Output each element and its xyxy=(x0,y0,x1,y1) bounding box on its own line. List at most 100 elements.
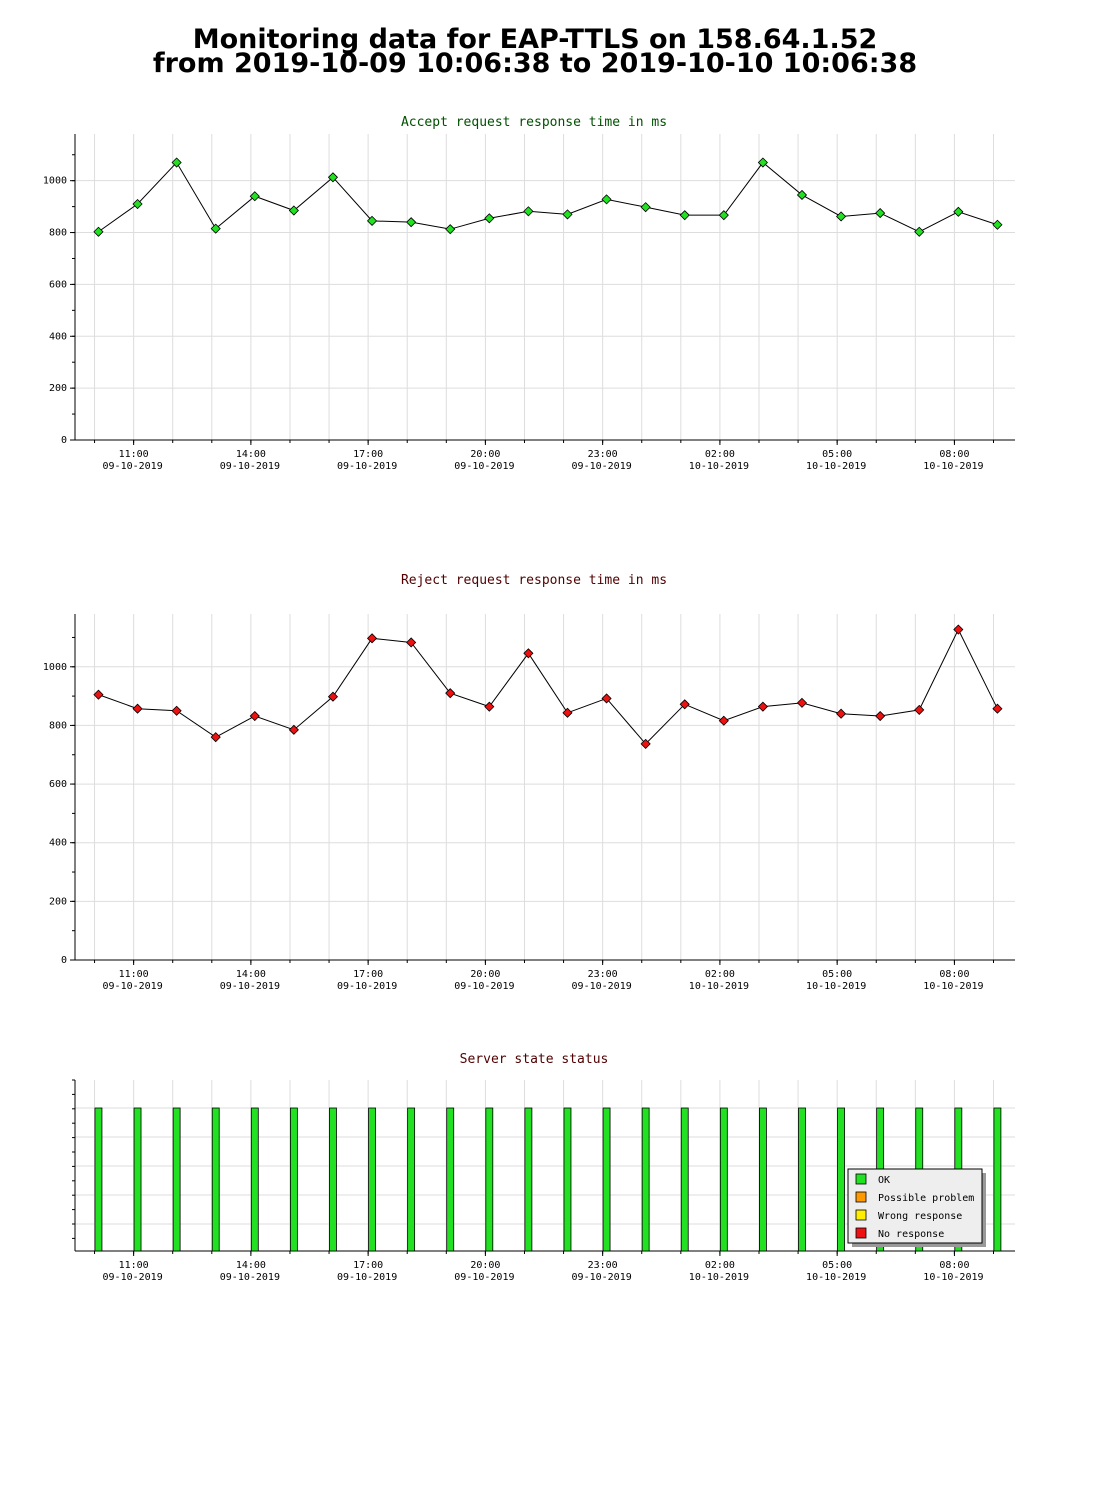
legend-swatch xyxy=(855,1227,867,1239)
data-point xyxy=(914,226,925,237)
x-tick-date-label: 10-10-2019 xyxy=(806,981,866,992)
x-tick-time-label: 05:00 xyxy=(822,449,852,460)
y-tick-label: 800 xyxy=(49,228,67,239)
legend-label: Possible problem xyxy=(878,1193,974,1204)
chart-title: Server state status xyxy=(460,1052,609,1067)
data-point xyxy=(796,189,808,201)
x-tick-date-label: 09-10-2019 xyxy=(103,1272,163,1283)
data-point xyxy=(875,710,886,722)
status-bar xyxy=(329,1107,337,1252)
data-point xyxy=(327,691,339,702)
accept-chart: Accept request response time in ms 0 200 40… xyxy=(43,115,1015,472)
legend-box xyxy=(847,1168,983,1244)
status-bar xyxy=(446,1107,455,1252)
series-line xyxy=(98,161,998,233)
legend-swatch xyxy=(855,1191,867,1203)
data-point xyxy=(406,217,417,228)
x-tick-date-label: 10-10-2019 xyxy=(923,461,983,472)
x-tick-date-label: 09-10-2019 xyxy=(337,981,397,992)
data-point xyxy=(523,648,534,659)
page-title-line-1: Monitoring data for EAP-TTLS on 158.64.1… xyxy=(192,24,878,55)
x-tick-time-label: 17:00 xyxy=(353,449,383,460)
status-bar xyxy=(133,1107,142,1252)
x-tick-time-label: 08:00 xyxy=(939,449,969,460)
x-tick-date-label: 09-10-2019 xyxy=(572,461,632,472)
x-tick-date-label: 10-10-2019 xyxy=(806,1272,866,1283)
y-tick-label: 0 xyxy=(61,955,67,966)
y-tick-label: 800 xyxy=(49,720,67,731)
data-point xyxy=(93,689,104,700)
y-tick-label: 200 xyxy=(49,896,67,907)
data-point xyxy=(836,211,847,222)
data-point xyxy=(288,205,299,216)
x-tick-date-label: 09-10-2019 xyxy=(220,461,280,472)
x-tick-time-label: 14:00 xyxy=(236,969,266,980)
data-point xyxy=(640,738,651,749)
data-point xyxy=(210,223,221,234)
status-bar xyxy=(407,1107,416,1252)
x-tick-date-label: 09-10-2019 xyxy=(337,461,397,472)
data-point xyxy=(718,715,729,726)
data-point xyxy=(953,206,964,217)
data-point xyxy=(171,157,182,168)
data-point xyxy=(953,624,964,635)
data-point xyxy=(992,219,1003,230)
data-point xyxy=(406,637,417,648)
x-tick-time-label: 20:00 xyxy=(470,969,500,980)
data-point xyxy=(640,202,651,213)
x-tick-time-label: 14:00 xyxy=(236,1260,266,1271)
x-tick-date-label: 09-10-2019 xyxy=(454,461,514,472)
data-point xyxy=(366,215,378,226)
y-tick-label: 1000 xyxy=(43,662,67,673)
y-tick-label: 600 xyxy=(49,279,67,290)
legend-swatch xyxy=(855,1173,867,1185)
legend-label: No response xyxy=(878,1229,944,1240)
y-tick-label: 1000 xyxy=(43,176,67,187)
legend-label: OK xyxy=(878,1175,890,1186)
y-tick-label: 200 xyxy=(49,383,67,394)
data-point xyxy=(796,697,808,708)
data-point xyxy=(210,732,221,743)
data-point xyxy=(171,705,182,716)
x-tick-date-label: 09-10-2019 xyxy=(220,981,280,992)
data-point xyxy=(132,198,143,210)
page-title-line-2: from 2019-10-09 10:06:38 to 2019-10-10 1… xyxy=(152,48,918,79)
y-tick-label: 600 xyxy=(49,779,67,790)
data-point xyxy=(132,703,143,714)
x-tick-date-label: 09-10-2019 xyxy=(337,1272,397,1283)
data-point xyxy=(562,209,573,220)
data-point xyxy=(562,707,573,718)
status-bar xyxy=(719,1107,728,1252)
x-tick-time-label: 17:00 xyxy=(353,1260,383,1271)
x-tick-date-label: 09-10-2019 xyxy=(454,981,514,992)
legend: OK Possible problem Wrong response No respo… xyxy=(847,1168,986,1247)
x-tick-date-label: 09-10-2019 xyxy=(572,1272,632,1283)
x-tick-date-label: 09-10-2019 xyxy=(103,981,163,992)
data-point xyxy=(679,699,690,710)
x-tick-date-label: 10-10-2019 xyxy=(689,461,749,472)
x-tick-time-label: 02:00 xyxy=(705,449,735,460)
data-point xyxy=(366,633,378,644)
status-bar xyxy=(759,1107,767,1252)
x-tick-time-label: 08:00 xyxy=(939,1260,969,1271)
data-point xyxy=(757,701,768,712)
status-bar xyxy=(524,1107,533,1252)
legend-label: Wrong response xyxy=(878,1211,962,1222)
legend-swatch xyxy=(855,1209,867,1221)
data-point xyxy=(249,191,260,202)
x-tick-date-label: 09-10-2019 xyxy=(454,1272,514,1283)
status-bar xyxy=(993,1107,1002,1252)
y-tick-label: 0 xyxy=(61,435,67,446)
data-point xyxy=(445,224,456,235)
data-point xyxy=(992,703,1003,714)
x-tick-date-label: 10-10-2019 xyxy=(806,461,866,472)
data-point xyxy=(288,724,299,735)
data-point xyxy=(601,693,612,704)
x-tick-date-label: 09-10-2019 xyxy=(103,461,163,472)
status-bar xyxy=(641,1107,650,1252)
data-point xyxy=(875,208,886,219)
data-point xyxy=(836,708,847,719)
y-tick-label: 400 xyxy=(49,331,67,342)
chart-title: Accept request response time in ms xyxy=(401,115,667,130)
x-tick-time-label: 20:00 xyxy=(470,449,500,460)
